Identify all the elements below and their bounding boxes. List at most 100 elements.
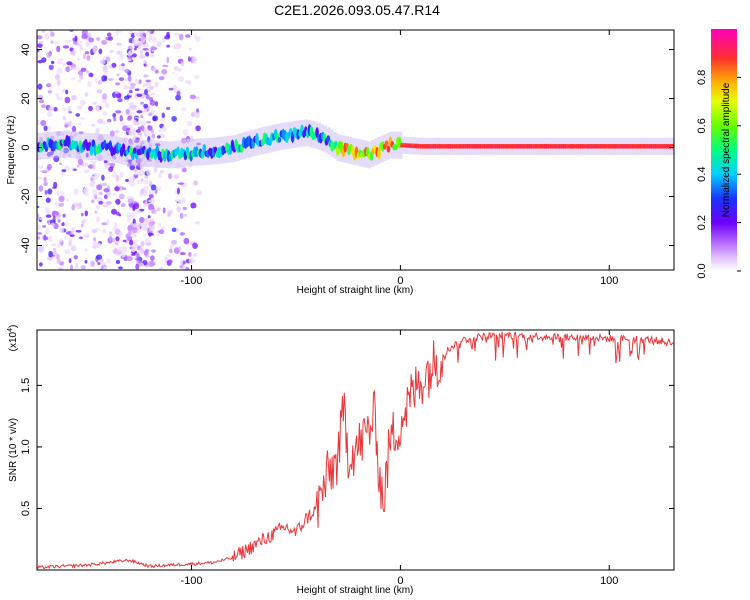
spectrogram-noise-dot: [168, 87, 174, 91]
spectrogram-noise-dot: [185, 266, 190, 270]
spectrogram-noise-dot: [119, 115, 124, 122]
spectrogram-noise-dot: [154, 81, 159, 88]
spectrogram-noise-dot: [37, 49, 40, 53]
spectrogram-noise-dot: [112, 192, 117, 196]
spectrogram-noise-dot: [92, 241, 98, 247]
spectrogram-noise-dot: [61, 169, 67, 173]
spectrogram-noise-dot: [46, 111, 53, 118]
spectrogram-noise-dot: [151, 249, 156, 253]
spectrogram-noise-dot: [87, 164, 94, 169]
spectrogram-noise-dot: [139, 216, 145, 223]
colorbar-tick-label: 0.0: [696, 263, 708, 278]
spectrogram-noise-dot: [46, 163, 52, 171]
spectrogram-noise-dot: [136, 180, 143, 185]
spectrogram-noise-dot: [135, 263, 140, 270]
spectrogram-noise-dot: [113, 222, 118, 229]
spectrogram-plot-area: [37, 30, 674, 270]
spectrogram-noise-dot: [53, 106, 58, 112]
spectrogram-noise-dot: [37, 35, 43, 40]
spectrogram-noise-dot: [139, 54, 146, 59]
spectrogram-noise-dot: [193, 34, 198, 40]
spectrogram-noise-dot: [168, 173, 172, 180]
spectrogram-noise-dot: [145, 254, 150, 258]
spectrogram-noise-dot: [96, 37, 101, 41]
spectrogram-noise-dot: [79, 100, 86, 105]
spectrogram-noise-dot: [97, 79, 103, 85]
spectrogram-noise-dot: [115, 110, 122, 114]
spectrogram-noise-dot: [150, 45, 156, 50]
spectrogram-noise-dot: [130, 180, 136, 187]
spectrogram-noise-dot: [48, 106, 55, 111]
spectrogram-noise-dot: [182, 265, 186, 270]
spectrogram-noise-dot: [150, 109, 155, 114]
spectrogram-noise-dot: [43, 125, 48, 132]
spectrogram-noise-dot: [47, 125, 51, 132]
spectrogram-noise-dot: [77, 57, 81, 61]
spectrogram-noise-dot: [56, 79, 61, 86]
spectrogram-noise-dot: [37, 165, 44, 169]
spectrogram-noise-dot: [53, 155, 60, 163]
spectrogram-noise-dot: [84, 51, 90, 55]
spectrogram-noise-dot: [180, 107, 187, 112]
spectrogram-noise-dot: [156, 135, 161, 139]
spectrogram-noise-dot: [56, 97, 63, 101]
spectrogram-noise-dot: [181, 137, 187, 144]
spectrogram-noise-dot: [101, 182, 108, 187]
spectrogram-noise-dot: [64, 221, 69, 226]
spectrogram-noise-dot: [57, 267, 64, 270]
spectrogram-noise-dot: [143, 189, 148, 196]
spectrogram-noise-dot: [140, 101, 144, 105]
snr-y-tick-label: 1.0: [20, 439, 32, 454]
spectrogram-noise-dot: [103, 65, 108, 72]
spectrogram-noise-dot: [150, 92, 156, 96]
spectrogram-ridge: [37, 124, 674, 163]
spectrogram-noise-dot: [121, 187, 127, 191]
spectrogram-noise-dot: [92, 46, 98, 53]
spectrogram-noise-dot: [162, 64, 169, 68]
spectrogram-noise-dot: [105, 201, 112, 206]
spectrogram-noise-dot: [130, 104, 137, 111]
spectrogram-noise-dot: [117, 139, 124, 143]
spectrogram-noise-dot: [56, 45, 61, 53]
spectrogram-noise-dot: [90, 199, 95, 204]
spectrogram-noise-dot: [148, 193, 154, 199]
spectrogram-noise-dot: [175, 94, 181, 101]
spectrogram-noise-dot: [126, 256, 133, 262]
spectrogram-noise-dot: [135, 137, 141, 141]
spectrogram-noise-dot: [47, 188, 53, 195]
spectrogram-noise-dot: [84, 259, 88, 264]
spectrogram-noise-dot: [195, 96, 201, 100]
spectrogram-noise-dot: [116, 73, 120, 77]
spectrogram-noise-dot: [154, 189, 158, 194]
spectrogram-noise-dot: [71, 94, 77, 101]
spectrogram-noise-dot: [97, 262, 101, 266]
spectrogram-noise-dot: [111, 208, 117, 215]
spectrogram-noise-dot: [52, 215, 56, 223]
spectrogram-noise-dot: [67, 153, 71, 158]
spectrogram-noise-dot: [188, 163, 193, 168]
spectrogram-noise-dot: [77, 122, 82, 126]
spectrogram-ridge-cell: [200, 151, 205, 159]
spectrogram-noise-dot: [128, 138, 133, 145]
spectrogram-noise-dot: [94, 77, 98, 83]
spectrogram-noise-dot: [68, 241, 72, 247]
snr-x-label: Height of straight line (km): [297, 585, 414, 596]
spectrogram-noise-dot: [133, 222, 138, 226]
spectrogram-noise-dot: [78, 201, 82, 209]
spectrogram-noise-dot: [114, 242, 119, 246]
spectrogram-noise-dot: [173, 32, 180, 37]
spectrogram-noise-dot: [46, 51, 52, 59]
spectrogram-noise-dot: [187, 56, 191, 62]
spectrogram-noise-dot: [98, 192, 103, 196]
spectrogram-noise-dot: [125, 178, 130, 182]
spectrogram-noise-dot: [161, 226, 166, 230]
spectrogram-noise-dot: [66, 61, 73, 66]
spectrogram-noise-dot: [37, 176, 43, 180]
spectrogram-noise-dot: [88, 72, 94, 78]
spectrogram-noise-dot: [135, 145, 140, 149]
spectrogram-noise-dot: [125, 155, 129, 163]
spectrogram-noise-dot: [101, 174, 105, 181]
spectrogram-noise-dot: [139, 135, 144, 140]
spectrogram-noise-dot: [77, 158, 84, 166]
spectrogram-noise-dot: [90, 160, 97, 164]
